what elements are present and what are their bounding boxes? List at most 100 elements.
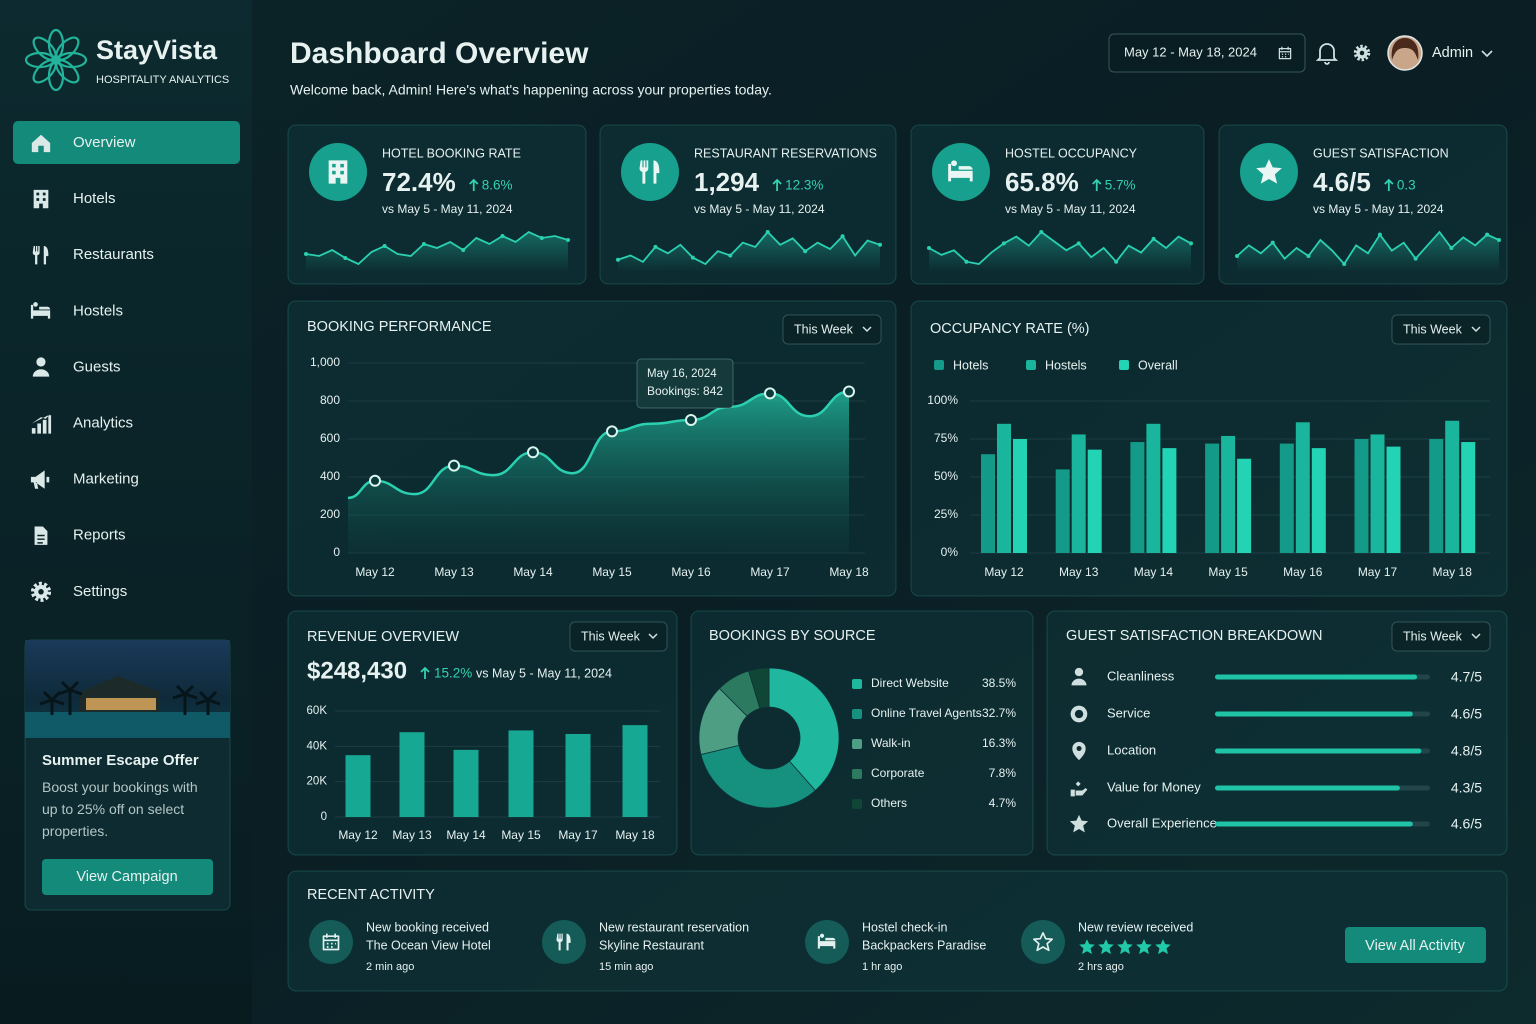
nav-item[interactable]: Hostels (73, 302, 123, 319)
sparkline-area (929, 232, 1191, 272)
sparkline-dot (1001, 241, 1006, 246)
dropdown[interactable] (569, 621, 668, 652)
rating-star-shape (1098, 939, 1114, 955)
date-picker[interactable] (1108, 33, 1306, 73)
nav-item[interactable]: Guests (73, 358, 121, 375)
up-arrow (1092, 178, 1102, 191)
bar (1071, 434, 1086, 553)
kpi-icon-shape (328, 160, 348, 184)
nav-icon (31, 414, 52, 434)
bar (1429, 439, 1444, 553)
activity-title: New restaurant reservation (599, 920, 749, 934)
legend-swatch (1026, 360, 1036, 370)
tooltip (636, 358, 734, 409)
revenue-total: $248,430 (307, 657, 407, 684)
sparkline-dot (1342, 262, 1347, 266)
activity-subtitle: The Ocean View Hotel (366, 938, 491, 952)
dropdown-label: This Week (581, 629, 641, 643)
sparkline-dot (653, 244, 658, 249)
chevron (648, 633, 658, 640)
rating-star (1155, 939, 1171, 955)
kpi-icon-shape (948, 160, 973, 182)
bar (1146, 423, 1161, 553)
nav-item[interactable]: Hotels (73, 190, 116, 207)
calendar-icon (1278, 46, 1292, 60)
panel-title: BOOKING PERFORMANCE (307, 319, 492, 335)
dropdown[interactable] (1391, 314, 1491, 345)
sparkline-dot (878, 242, 882, 247)
y-tick-label: 600 (320, 431, 340, 445)
palm (57, 680, 83, 715)
bar (1055, 469, 1070, 553)
row-label: Cleanliness (1107, 668, 1175, 683)
panel-title: GUEST SATISFACTION BREAKDOWN (1066, 628, 1322, 644)
value-label: 7.8% (989, 766, 1017, 780)
y-tick-label: 0% (941, 545, 959, 559)
dropdown-label: This Week (794, 322, 854, 336)
x-tick-label: May 12 (984, 565, 1024, 579)
x-tick-label: May 17 (750, 565, 790, 579)
sparkline-dot (539, 236, 544, 240)
nav-icon (32, 357, 50, 377)
dropdown[interactable] (782, 314, 882, 345)
brand-name: StayVista (96, 35, 218, 65)
progress-bar (1215, 674, 1418, 680)
x-tick-label: May 18 (615, 828, 655, 842)
nav-item[interactable]: Reports (73, 527, 126, 544)
logo (24, 28, 88, 92)
bar (1130, 442, 1145, 553)
nav-item[interactable]: Restaurants (73, 246, 154, 263)
promo-button-label: View Campaign (76, 869, 177, 885)
nav-item[interactable]: Analytics (73, 414, 133, 431)
sparkline-dot (343, 256, 348, 260)
activity-icon-shape (817, 933, 836, 949)
legend-label: Online Travel Agents (871, 706, 982, 720)
bar (1013, 439, 1027, 553)
promo-button[interactable] (42, 859, 213, 895)
x-tick-label: May 14 (446, 828, 486, 842)
nav-item[interactable]: Marketing (73, 471, 139, 488)
activity-button[interactable] (1345, 927, 1486, 963)
value-label: 4.7% (989, 796, 1017, 810)
nav-icon-shape (31, 414, 52, 434)
nav-icon (32, 246, 49, 265)
gear-hole (38, 589, 44, 595)
legend-swatch (852, 769, 862, 779)
nav-icon (30, 302, 51, 319)
sparkline-dot (1151, 236, 1156, 241)
sparkline-dot (728, 253, 733, 258)
gear-teeth (30, 581, 52, 602)
x-tick-label: May 12 (355, 565, 395, 579)
row-label: Value for Money (1107, 779, 1201, 794)
source-panel (690, 610, 1034, 856)
nav-item[interactable]: Settings (73, 583, 127, 600)
bell-icon[interactable] (1315, 43, 1339, 65)
bar (1445, 420, 1460, 553)
y-tick-label: 75% (934, 431, 958, 445)
rating-star (1136, 939, 1152, 955)
bar (1237, 458, 1252, 553)
point (843, 385, 855, 398)
sparkline-dot (1189, 241, 1193, 246)
nav-item[interactable]: Overview (73, 134, 136, 151)
dropdown[interactable] (1391, 621, 1491, 652)
page-title: Dashboard Overview (290, 37, 589, 70)
point (448, 459, 460, 472)
y-tick-label: 0 (333, 545, 340, 559)
kpi-compare: vs May 5 - May 11, 2024 (1313, 202, 1444, 216)
sparkline-dot (1114, 259, 1119, 264)
bar (1311, 448, 1326, 553)
donut-slice (700, 744, 816, 809)
promo-title: Summer Escape Offer (42, 752, 199, 769)
value-label: 4.8/5 (1451, 743, 1482, 759)
brand-tagline: HOSPITALITY ANALYTICS (96, 74, 229, 86)
legend-label: Others (871, 796, 907, 810)
panel-title: BOOKINGS BY SOURCE (709, 628, 876, 644)
promo-water (25, 712, 230, 738)
activity-title: Hostel check-in (862, 920, 947, 934)
sparkline (305, 230, 569, 266)
nav-icon (31, 134, 51, 153)
bar (1370, 434, 1385, 553)
promo-text: Boost your bookings with up to 25% off o… (42, 779, 198, 839)
